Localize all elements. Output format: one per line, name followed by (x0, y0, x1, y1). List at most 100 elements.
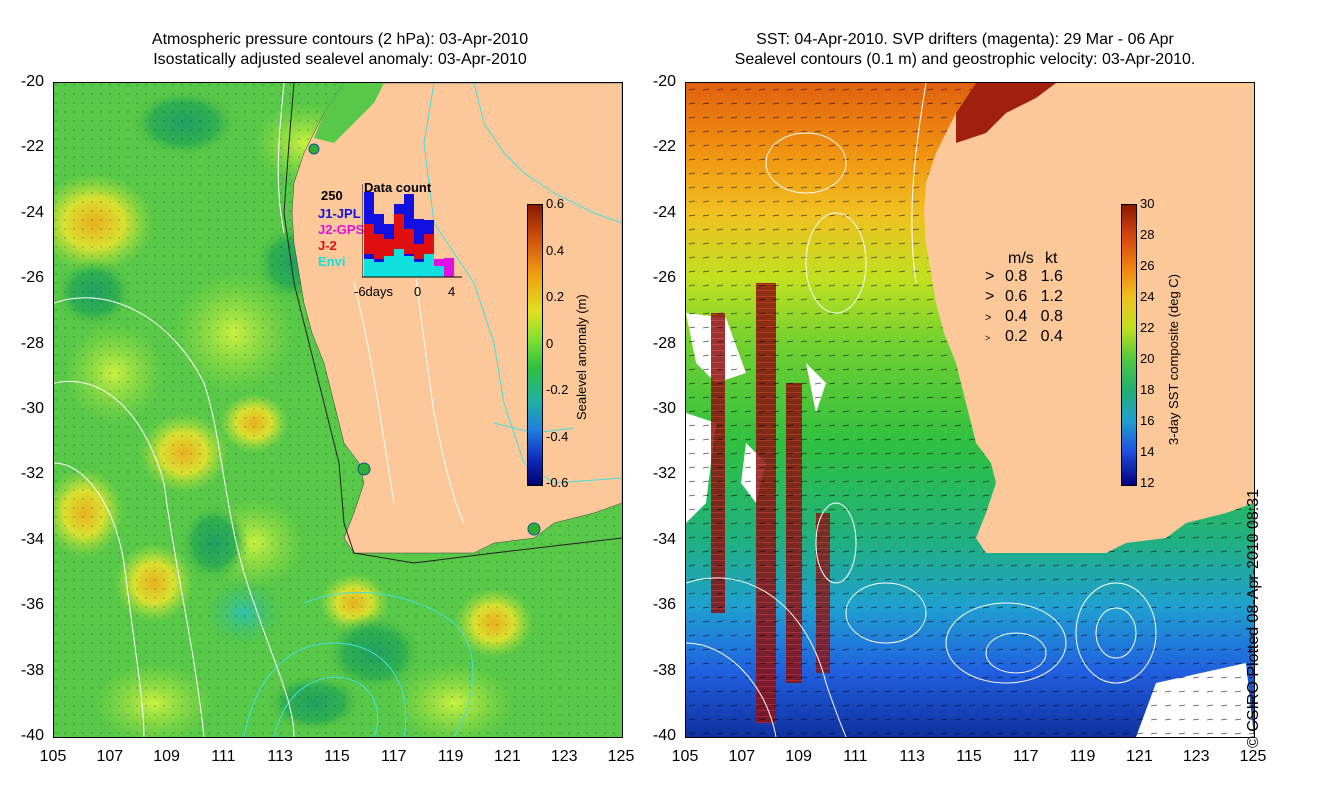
inset-legend-j1jpl: J1-JPL (318, 206, 361, 221)
sealevel-cb-tick-0: 0.6 (546, 196, 565, 211)
sealevel-cb-tick-4: -0.2 (546, 382, 569, 397)
sealevel-contours-white (686, 83, 1157, 737)
sst-cb-tick-2: 26 (1140, 258, 1155, 273)
velocity-kt-2: 0.8 (1040, 308, 1063, 325)
inset-legend-j2: J-2 (318, 238, 337, 253)
velocity-ms-0: 0.8 (1005, 268, 1028, 285)
lat-tick-left-2: -24 (20, 203, 44, 221)
sealevel-cb-tick-6: -0.6 (546, 475, 569, 490)
right-panel-title: SST: 04-Apr-2010. SVP drifters (magenta)… (660, 30, 1270, 70)
sst-cb-tick-7: 16 (1140, 413, 1155, 428)
lon-tick-left-7: 119 (437, 748, 464, 765)
lon-tick-right-2: 109 (785, 748, 812, 765)
data-count-inset: Data count 250 J1-JPL J2-GPS J-2 Envi -6… (318, 180, 468, 300)
sst-cb-tick-1: 28 (1140, 227, 1155, 242)
velocity-kt-1: 1.2 (1040, 288, 1063, 305)
left-title-line2: Isostatically adjusted sealevel anomaly:… (153, 51, 527, 68)
inset-legend-j2gps: J2-GPS (318, 222, 365, 237)
inset-legend-envi: Envi (318, 254, 346, 269)
lat-tick-left-8: -36 (20, 596, 44, 614)
inset-xtick-1: 0 (414, 284, 422, 299)
lat-tick-right-6: -32 (652, 465, 676, 483)
sealevel-cb-label: Sealevel anomaly (m) (574, 294, 589, 420)
lat-tick-right-2: -24 (652, 203, 676, 221)
inset-xtick-0: -6days (354, 284, 394, 299)
lon-tick-right-8: 121 (1126, 748, 1153, 765)
lon-tick-left-3: 111 (211, 748, 236, 765)
sst-cb-tick-9: 12 (1140, 475, 1155, 490)
lon-tick-left-6: 117 (381, 748, 407, 765)
lon-tick-left-1: 107 (96, 748, 124, 765)
sst-cb-tick-6: 18 (1140, 382, 1155, 397)
lat-tick-right-8: -36 (652, 596, 676, 614)
inset-xtick-2: 4 (448, 284, 456, 299)
sealevel-cb-tick-3: 0 (546, 336, 554, 351)
sst-map (685, 82, 1255, 738)
velocity-legend-row-1: >0.6 1.2 (985, 288, 1063, 305)
lat-tick-right-4: -28 (652, 334, 676, 352)
lat-tick-left-7: -34 (20, 530, 44, 548)
lat-tick-left-9: -38 (20, 661, 44, 679)
sealevel-cb-tick-1: 0.4 (546, 243, 565, 258)
left-title-line1: Atmospheric pressure contours (2 hPa): 0… (151, 31, 529, 48)
lon-tick-right-6: 117 (1013, 748, 1039, 765)
sealevel-colorbar (527, 204, 543, 486)
lon-tick-right-5: 115 (956, 748, 982, 765)
lat-tick-left-1: -22 (20, 138, 44, 156)
velocity-ms-1: 0.6 (1005, 288, 1028, 305)
sst-cb-tick-0: 30 (1140, 196, 1155, 211)
lon-tick-left-4: 113 (267, 748, 293, 765)
pressure-contours-cyan (243, 83, 622, 737)
sst-cb-tick-4: 22 (1140, 320, 1155, 335)
lat-tick-left-5: -30 (20, 400, 44, 417)
velocity-ms-2: 0.4 (1005, 308, 1028, 325)
sealevel-cb-tick-2: 0.2 (546, 289, 565, 304)
sealevel-anomaly-map (53, 82, 623, 738)
lat-tick-right-3: -26 (652, 269, 676, 287)
lat-tick-left-4: -28 (20, 334, 44, 352)
velocity-legend-ms-header: m/s (1008, 250, 1034, 267)
lat-tick-left-10: -40 (20, 727, 44, 744)
left-panel-title: Atmospheric pressure contours (2 hPa): 0… (60, 30, 620, 70)
sst-cb-tick-3: 24 (1140, 289, 1155, 304)
lon-tick-left-0: 105 (39, 748, 67, 765)
lat-tick-right-0: -20 (652, 73, 676, 90)
lon-tick-right-10: 125 (1239, 748, 1267, 765)
velocity-legend-row-0: >0.8 1.6 (985, 268, 1063, 285)
sealevel-cb-tick-5: -0.4 (546, 429, 569, 444)
lat-tick-right-9: -38 (652, 661, 676, 679)
velocity-legend-row-3: >0.2 0.4 (985, 328, 1063, 345)
lat-tick-left-6: -32 (20, 465, 44, 483)
lon-tick-right-9: 123 (1182, 748, 1210, 765)
lon-tick-right-7: 119 (1069, 748, 1096, 765)
lon-tick-right-4: 113 (899, 748, 925, 765)
australia-land-right (924, 83, 1254, 553)
lat-tick-right-10: -40 (652, 727, 676, 744)
lon-tick-right-0: 105 (671, 748, 699, 765)
lon-tick-left-10: 125 (607, 748, 635, 765)
inset-ymax-label: 250 (321, 188, 343, 203)
lat-tick-right-7: -34 (652, 530, 676, 548)
inset-bars (362, 184, 462, 278)
velocity-kt-0: 1.6 (1040, 268, 1063, 285)
right-title-line2: Sealevel contours (0.1 m) and geostrophi… (734, 51, 1196, 68)
velocity-ms-3: 0.2 (1005, 328, 1028, 345)
sst-colorbar (1121, 204, 1137, 486)
lat-tick-right-1: -22 (652, 138, 676, 156)
lat-tick-left-0: -20 (20, 73, 44, 90)
lon-tick-left-9: 123 (550, 748, 578, 765)
lat-tick-left-3: -26 (20, 269, 44, 287)
credit-text: © CSIRO Plotted 08-Apr-2010 08:31 (1245, 488, 1262, 748)
inset-title: Data count (364, 180, 432, 195)
lon-tick-left-8: 121 (494, 748, 521, 765)
velocity-legend-kt-header: kt (1045, 250, 1058, 267)
lat-tick-right-5: -30 (652, 400, 676, 417)
lon-tick-left-2: 109 (153, 748, 180, 765)
right-title-line1: SST: 04-Apr-2010. SVP drifters (magenta)… (756, 31, 1174, 48)
velocity-legend-row-2: >0.4 0.8 (985, 308, 1063, 325)
lon-tick-left-5: 115 (324, 748, 350, 765)
lon-tick-right-3: 111 (843, 748, 868, 765)
sst-cb-label: 3-day SST composite (deg C) (1166, 274, 1181, 445)
sst-map-svg (686, 83, 1254, 737)
lon-tick-right-1: 107 (728, 748, 756, 765)
